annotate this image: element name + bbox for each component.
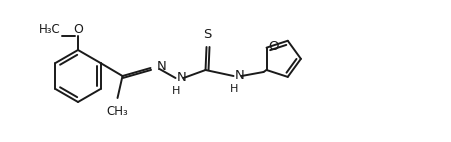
Text: O: O: [268, 40, 278, 53]
Text: H₃C: H₃C: [39, 23, 61, 36]
Text: O: O: [73, 23, 83, 36]
Text: H: H: [172, 86, 180, 96]
Text: N: N: [176, 70, 186, 83]
Text: N: N: [234, 68, 244, 82]
Text: S: S: [203, 28, 211, 41]
Text: CH₃: CH₃: [106, 105, 128, 118]
Text: N: N: [156, 59, 166, 73]
Text: H: H: [230, 84, 238, 94]
